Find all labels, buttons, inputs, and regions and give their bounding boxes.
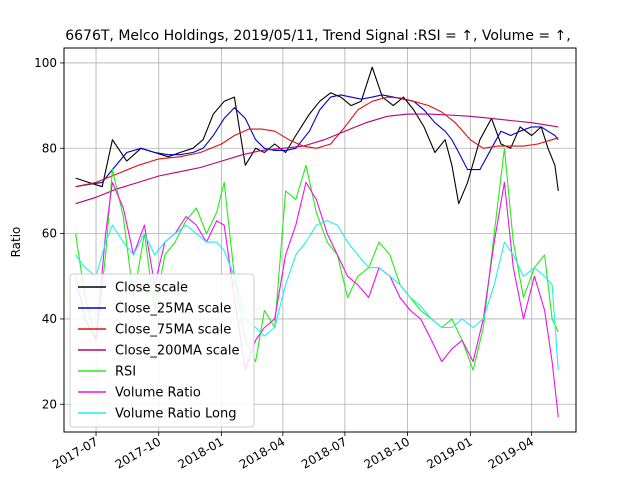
- legend-label-volume-ratio: Volume Ratio: [115, 386, 201, 401]
- y-tick-label-80: 80: [42, 141, 57, 155]
- y-tick-label-40: 40: [42, 312, 57, 326]
- legend: Close scale Close_25MA scale Close_75MA sc…: [69, 273, 255, 428]
- series-line-close-75ma-scale: [75, 96, 559, 188]
- series-line-close-scale: [75, 66, 559, 205]
- legend-label-close-200ma-scale: Close_200MA scale: [115, 344, 239, 359]
- legend-label-close-scale: Close scale: [115, 281, 188, 296]
- y-tick-label-100: 100: [34, 56, 57, 70]
- y-tick-label-60: 60: [42, 227, 57, 241]
- legend-label-close-25ma-scale: Close_25MA scale: [115, 302, 231, 317]
- series-line-close-200ma-scale: [75, 113, 559, 205]
- legend-label-volume-ratio-long: Volume Ratio Long: [115, 407, 236, 422]
- series-line-volume-ratio-long: [75, 220, 559, 371]
- y-tick-label-20: 20: [42, 397, 57, 411]
- chart-title: 6676T, Melco Holdings, 2019/05/11, Trend…: [65, 28, 571, 44]
- y-axis: 20 40 60 80 100: [34, 56, 64, 411]
- y-axis-label: Ratio: [9, 227, 23, 258]
- legend-box: [69, 273, 255, 428]
- legend-label-close-75ma-scale: Close_75MA scale: [115, 323, 231, 338]
- series-line-close-25ma-scale: [75, 94, 559, 188]
- legend-label-rsi: RSI: [115, 365, 136, 380]
- plot-frame: [63, 47, 577, 433]
